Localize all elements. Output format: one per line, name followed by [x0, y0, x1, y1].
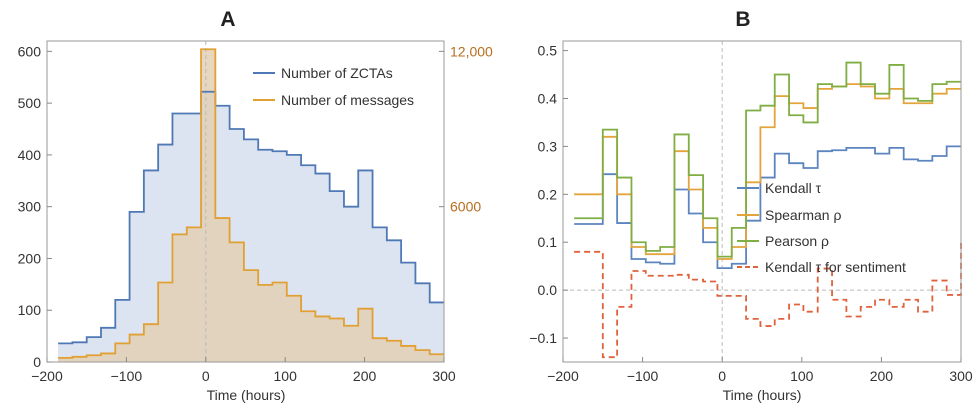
- panel-a-title: A: [220, 8, 235, 31]
- series-pearson-line: [574, 61, 961, 258]
- x-tick-label: −100: [627, 368, 659, 384]
- y-tick-label: 0.3: [538, 138, 558, 154]
- series-zcta-area: [58, 91, 445, 362]
- y-tick-label: 0.5: [538, 43, 558, 59]
- x-tick-label: −200: [31, 368, 63, 384]
- x-tick-label: 300: [432, 368, 456, 384]
- y-tick-label: 0.0: [538, 282, 558, 298]
- panel-a-x-axis-label: Time (hours): [207, 387, 286, 403]
- x-tick-label: 100: [274, 368, 298, 384]
- series-messages-line: [58, 48, 444, 359]
- panel-a-legend: Number of ZCTAs Number of messages: [253, 65, 414, 108]
- panel-a-plot-area: [58, 41, 445, 362]
- x-tick-label: 100: [790, 368, 814, 384]
- legend-label-messages: Number of messages: [281, 92, 414, 108]
- x-tick-label: 200: [353, 368, 377, 384]
- panel-b-title: B: [735, 8, 750, 31]
- series-zcta-line: [58, 90, 444, 345]
- panel-b-x-ticks: −200 −100 0 100 200 300: [547, 357, 973, 384]
- y-tick-label: 300: [18, 199, 42, 215]
- y-tick-label: 0.1: [538, 234, 558, 250]
- y-tick-label: 200: [18, 250, 42, 266]
- x-tick-label: −100: [111, 368, 143, 384]
- panel-a-y-ticks: 0 100 200 300 400 500 600: [18, 43, 52, 370]
- legend-label-spearman: Spearman ρ: [765, 207, 841, 223]
- panel-b: B −200 −100 0 100 200 300 −0.1 0.0 0.1 0.2 0.3 0.4…: [529, 8, 973, 403]
- series-kendall-line: [574, 145, 961, 269]
- panel-a-frame: [46, 40, 445, 363]
- y2-tick-label: 6000: [450, 199, 481, 215]
- legend-label-kendall: Kendall τ: [765, 180, 822, 196]
- series-sentiment-line: [574, 242, 962, 359]
- y-tick-label: 0.4: [538, 90, 558, 106]
- x-tick-label: −200: [547, 368, 579, 384]
- y-tick-label: 400: [18, 147, 42, 163]
- y-tick-label: 600: [18, 43, 42, 59]
- panel-b-legend: Kendall τ Spearman ρ Pearson ρ Kendall τ fo…: [737, 180, 906, 275]
- y-tick-label: 100: [18, 302, 42, 318]
- x-tick-label: 0: [202, 368, 210, 384]
- panel-b-x-axis-label: Time (hours): [723, 387, 802, 403]
- panel-b-frame: [562, 40, 962, 363]
- legend-label-sentiment: Kendall τ for sentiment: [765, 259, 906, 275]
- y-tick-label: −0.1: [529, 330, 557, 346]
- panel-b-y-ticks: −0.1 0.0 0.1 0.2 0.3 0.4 0.5: [529, 43, 568, 346]
- y2-tick-label: 12,000: [450, 43, 493, 59]
- panel-a-x-ticks: −200 −100 0 100 200 300: [31, 357, 456, 384]
- panel-a-y2-ticks: 6000 12,000: [439, 43, 493, 215]
- legend-label-pearson: Pearson ρ: [765, 233, 829, 249]
- y-tick-label: 0: [33, 354, 41, 370]
- legend-label-zcta: Number of ZCTAs: [281, 65, 393, 81]
- series-messages-area: [58, 49, 445, 362]
- y-tick-label: 0.2: [538, 186, 558, 202]
- y-tick-label: 500: [18, 95, 42, 111]
- panel-b-plot-area: [563, 41, 962, 362]
- x-tick-label: 0: [718, 368, 726, 384]
- x-tick-label: 200: [870, 368, 894, 384]
- x-tick-label: 300: [949, 368, 973, 384]
- panel-a: A −200 −100 0 100 200 300 0 100 200 300 400 500 600…: [18, 8, 493, 403]
